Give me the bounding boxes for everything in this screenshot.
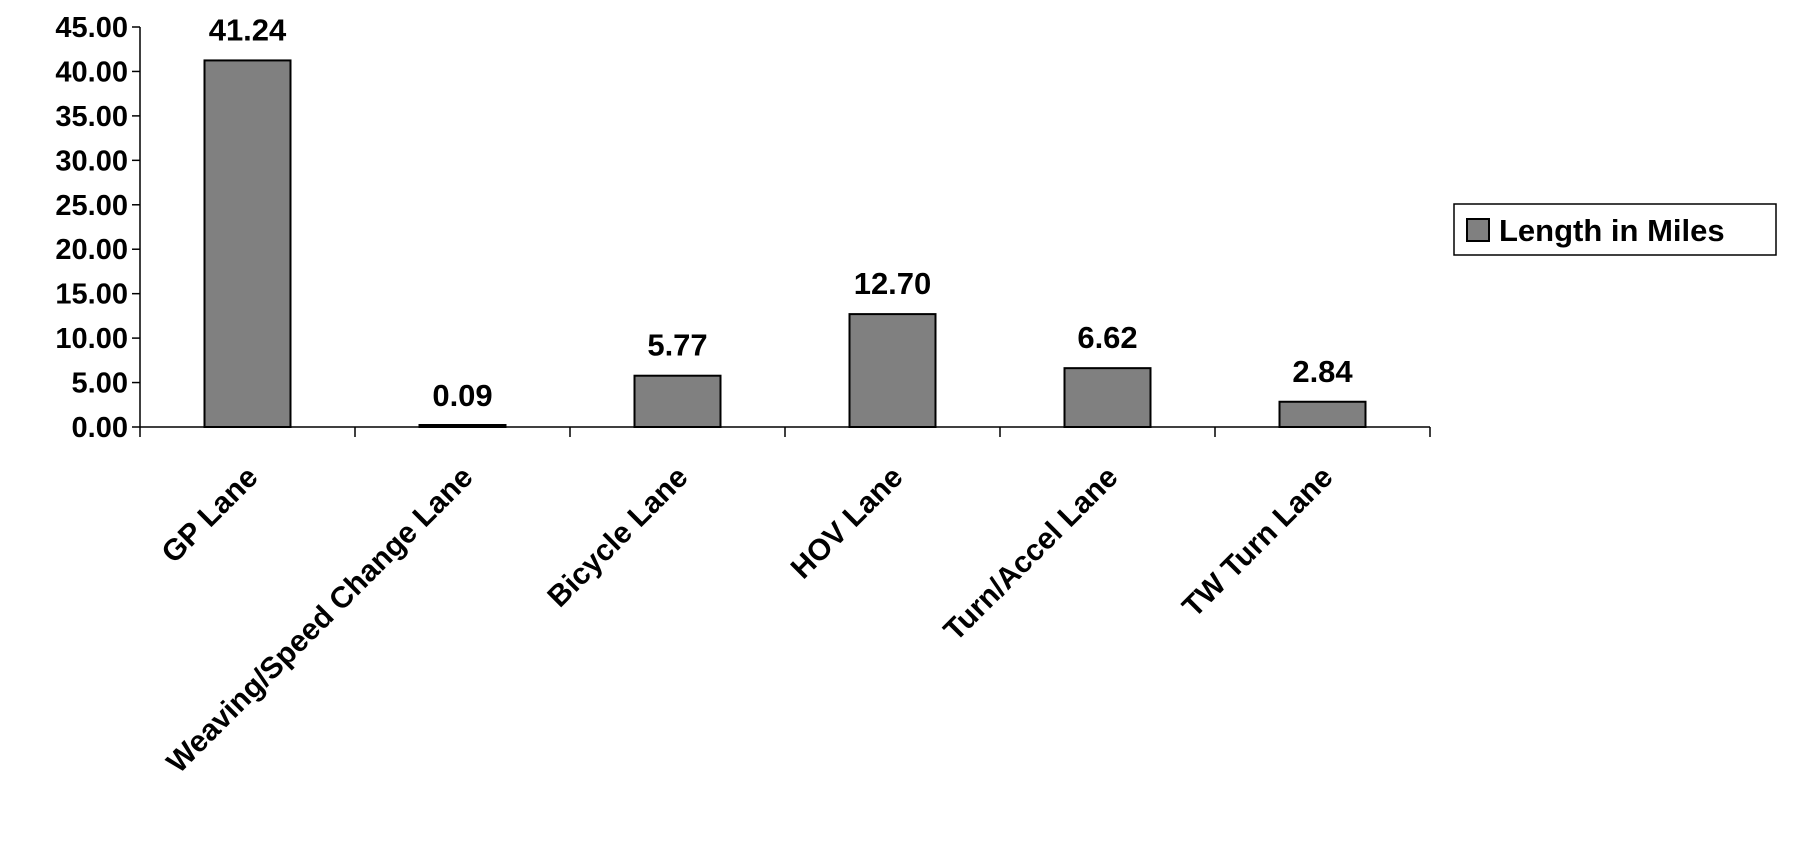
bars: [203, 59, 1367, 429]
y-tick-label: 40.00: [55, 56, 128, 88]
bar: [1278, 400, 1367, 428]
y-tick-label: 45.00: [55, 12, 128, 44]
category-label: Turn/Accel Lane: [938, 461, 1125, 648]
data-label: 2.84: [1292, 354, 1353, 389]
data-label: 5.77: [647, 328, 707, 363]
category-label: GP Lane: [155, 461, 264, 570]
y-tick-label: 5.00: [72, 368, 128, 400]
y-tick-label: 35.00: [55, 101, 128, 133]
y-tick-label: 0.00: [72, 412, 128, 444]
bar: [633, 374, 722, 429]
bar: [848, 313, 937, 428]
legend: Length in Miles: [1453, 203, 1777, 256]
bar: [418, 424, 507, 428]
bar: [203, 59, 292, 429]
legend-swatch: [1466, 218, 1490, 242]
y-tick-label: 30.00: [55, 145, 128, 177]
y-axis: 0.00 5.00 10.00 15.00 20.00 25.00 30.00 35.00 40…: [55, 12, 141, 444]
data-label: 12.70: [854, 266, 932, 301]
bar: [1063, 367, 1152, 428]
y-tick-label: 10.00: [55, 323, 128, 355]
x-axis: [139, 426, 1431, 437]
y-tick-label: 15.00: [55, 279, 128, 311]
legend-box: [1453, 203, 1777, 256]
data-label: 0.09: [432, 378, 492, 413]
data-label: 41.24: [209, 12, 287, 47]
y-tick-label: 25.00: [55, 190, 128, 222]
category-label: Bicycle Lane: [541, 461, 694, 614]
data-labels: 41.24 0.09 5.77 12.70 6.62 2.84: [209, 12, 1354, 413]
y-tick-label: 20.00: [55, 234, 128, 266]
data-label: 6.62: [1077, 320, 1137, 355]
category-label: TW Turn Lane: [1176, 461, 1339, 624]
legend-label: Length in Miles: [1499, 213, 1725, 248]
category-label: HOV Lane: [785, 461, 910, 586]
